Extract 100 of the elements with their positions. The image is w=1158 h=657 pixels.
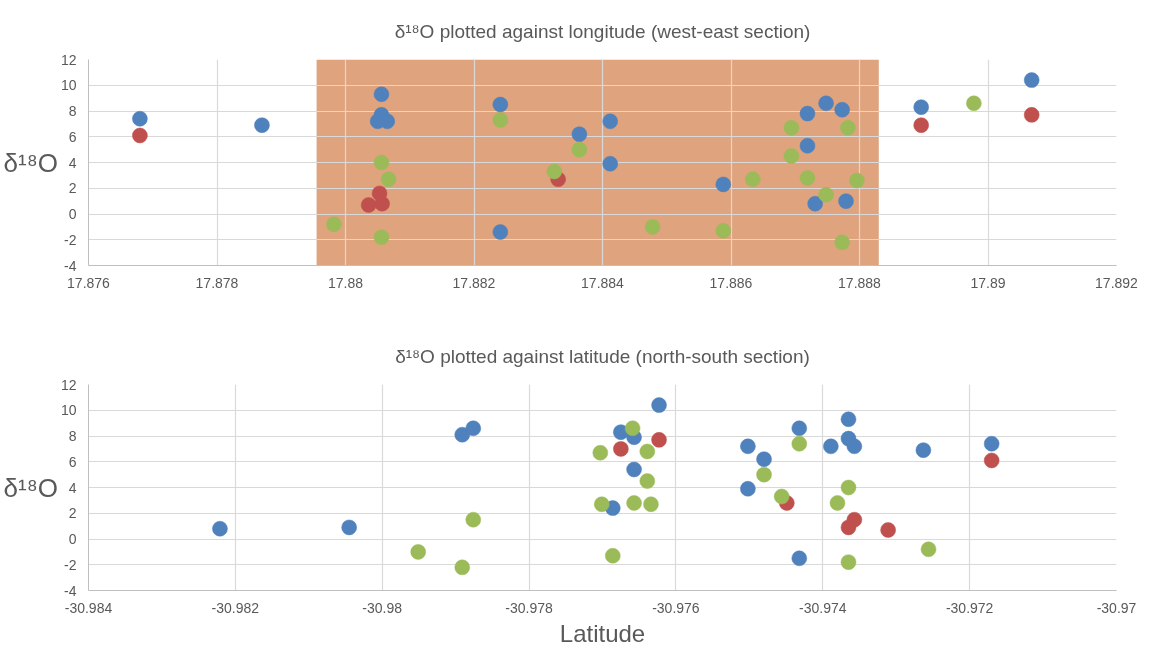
point xyxy=(715,176,732,193)
point xyxy=(840,120,856,136)
y-tick-label: 6 xyxy=(68,453,77,470)
y-tick-label: 4 xyxy=(68,154,77,171)
x-tick-label: 17.876 xyxy=(67,274,111,291)
y-tick-label: 0 xyxy=(68,531,77,547)
point xyxy=(740,481,756,497)
point xyxy=(740,438,756,455)
point xyxy=(639,443,656,460)
point xyxy=(799,170,816,186)
point xyxy=(465,420,482,437)
x-tick-label: 17.89 xyxy=(970,274,1006,291)
y-tick-label: 2 xyxy=(68,505,77,522)
point xyxy=(373,229,390,245)
point xyxy=(783,120,800,136)
point xyxy=(983,435,1000,452)
y-tick-label: 8 xyxy=(68,428,77,444)
point xyxy=(212,520,228,537)
x-tick-label: -30.974 xyxy=(799,599,847,616)
point xyxy=(605,548,621,564)
point xyxy=(1023,107,1040,123)
y-tick-label: 6 xyxy=(68,128,77,145)
point xyxy=(492,112,509,128)
chart-title: δ¹⁸O plotted against longitude (west-east section) xyxy=(394,20,811,42)
point xyxy=(594,496,610,512)
y-tick-label: 12 xyxy=(60,51,77,68)
point xyxy=(626,461,642,478)
point xyxy=(807,195,823,212)
y-tick-label: -4 xyxy=(64,257,77,274)
point xyxy=(643,496,659,512)
x-tick-label: 17.882 xyxy=(452,274,496,291)
point xyxy=(373,154,390,171)
y-tick-label: -2 xyxy=(64,556,77,573)
x-tick-label: -30.98 xyxy=(362,599,403,616)
y-axis-title: δ¹⁸O xyxy=(3,147,58,178)
y-tick-label: 10 xyxy=(60,77,77,94)
x-tick-label: -30.982 xyxy=(211,599,260,616)
point xyxy=(840,554,857,570)
point xyxy=(326,216,342,233)
point xyxy=(132,110,148,127)
point xyxy=(834,101,850,118)
point xyxy=(920,541,937,558)
point xyxy=(791,420,808,437)
point xyxy=(840,519,857,536)
point xyxy=(913,117,929,133)
point xyxy=(846,438,863,455)
point xyxy=(823,438,839,455)
point xyxy=(791,435,808,452)
x-tick-label: 17.884 xyxy=(581,274,625,291)
point xyxy=(745,171,761,187)
point xyxy=(602,156,618,172)
x-tick-label: -30.984 xyxy=(64,599,113,616)
point xyxy=(602,113,618,130)
y-tick-label: 0 xyxy=(68,206,77,222)
y-tick-label: 8 xyxy=(68,103,77,119)
x-tick-label: -30.976 xyxy=(652,599,700,616)
point xyxy=(840,411,857,427)
point xyxy=(546,163,563,180)
y-tick-label: 4 xyxy=(68,479,77,496)
point xyxy=(639,473,656,489)
x-tick-label: 17.886 xyxy=(709,274,753,291)
point xyxy=(571,141,588,158)
point xyxy=(756,451,772,467)
y-tick-label: 2 xyxy=(68,180,77,197)
y-axis-title: δ¹⁸O xyxy=(3,472,58,503)
point xyxy=(613,441,629,457)
point xyxy=(791,550,808,567)
point xyxy=(818,95,834,112)
point xyxy=(1023,72,1040,88)
x-tick-label: 17.878 xyxy=(195,274,239,291)
point xyxy=(651,397,667,413)
point xyxy=(715,223,732,239)
point xyxy=(465,511,482,528)
point xyxy=(818,186,834,203)
y-tick-label: 12 xyxy=(60,376,77,393)
point xyxy=(380,171,397,187)
point xyxy=(254,117,270,133)
point xyxy=(756,466,772,483)
point xyxy=(880,522,896,538)
x-tick-label: 17.892 xyxy=(1095,274,1139,291)
x-tick-label: -30.97 xyxy=(1096,599,1137,616)
point xyxy=(773,488,790,505)
point xyxy=(624,420,641,437)
y-tick-label: -2 xyxy=(64,231,77,248)
point xyxy=(651,432,667,448)
x-tick-label: 17.888 xyxy=(838,274,882,291)
point xyxy=(492,224,509,240)
point xyxy=(799,138,816,154)
y-tick-label: 10 xyxy=(60,402,77,419)
point xyxy=(492,96,509,113)
point xyxy=(840,479,857,496)
point xyxy=(966,95,982,112)
point xyxy=(838,193,854,209)
point xyxy=(849,172,865,189)
x-tick-label: 17.88 xyxy=(327,274,364,291)
point xyxy=(373,86,390,102)
x-axis-title: Latitude xyxy=(559,619,646,647)
chart-title: δ¹⁸O plotted against latitude (north-south section) xyxy=(395,345,810,367)
point xyxy=(915,442,932,458)
point xyxy=(829,495,846,511)
